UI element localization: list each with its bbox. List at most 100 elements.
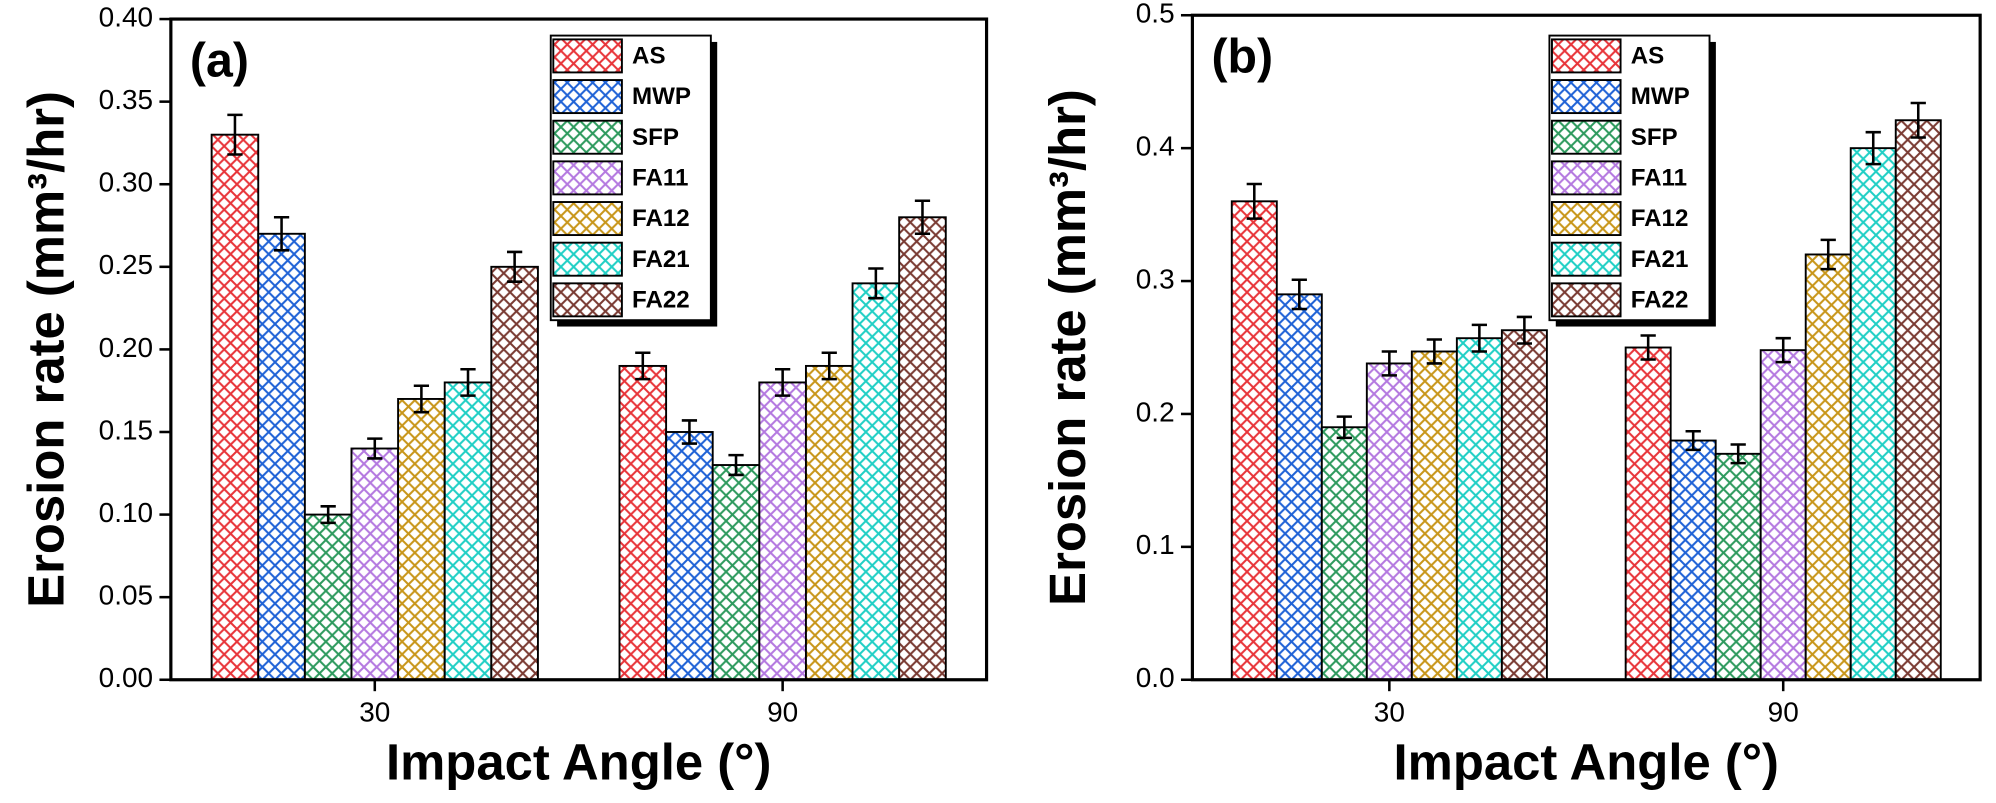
y-tick-label: 0.35 [99,84,153,115]
y-tick-label: 0.20 [99,332,153,363]
bar [1365,362,1413,681]
legend-label: AS [632,43,666,70]
error-bar [728,453,744,477]
legend-label: FA22 [1631,287,1689,314]
error-bar [460,367,476,397]
legend-label: FA21 [632,246,690,273]
legend-label: MWP [632,83,691,110]
legend-swatch [1551,241,1622,277]
legend-swatch [1551,282,1622,318]
y-tick-label: 0.25 [99,249,153,280]
error-bar [1426,338,1442,365]
bar [1230,200,1278,681]
x-axis-title: Impact Angle (°) [1394,734,1779,791]
error-bar [506,250,523,283]
bar [804,364,854,681]
bar [303,513,353,681]
legend-swatch [552,160,623,196]
y-tick-label: 0.1 [1136,529,1175,560]
y-tick-label: 0.5 [1136,0,1175,29]
legend-swatch [1551,79,1622,115]
error-bar [320,505,336,525]
y-tick-label: 0.10 [99,497,153,528]
legend-label: FA12 [632,205,690,232]
error-bar [1471,323,1487,353]
legend-label: FA22 [632,287,690,314]
bar [1410,350,1458,681]
x-axis-title: Impact Angle (°) [386,734,771,791]
error-bar [1910,101,1926,139]
bar [1894,119,1942,681]
legend-swatch [1551,201,1622,237]
error-bar [821,351,837,381]
legend-swatch [552,119,623,155]
panel-label: (b) [1211,29,1273,83]
bar [618,364,668,681]
x-tick-label: 90 [767,696,798,727]
legend-label: MWP [1631,83,1690,110]
bar [1849,147,1897,681]
legend-swatch [552,201,623,237]
y-tick-label: 0.2 [1136,396,1175,427]
error-bar [868,267,884,300]
legend-label: SFP [632,124,679,151]
x-tick-label: 30 [359,696,390,727]
y-tick-label: 0.4 [1136,131,1175,162]
legend-swatch [552,282,623,318]
bar [758,381,807,681]
x-tick-label: 90 [1768,696,1799,727]
error-bar [1291,278,1307,311]
bar [1624,346,1672,681]
y-tick-label: 0.15 [99,414,153,445]
y-axis-title: Erosion rate (mm³/hr) [1039,89,1096,606]
legend-swatch [1551,119,1622,155]
legend-label: FA21 [1631,246,1689,273]
bar [397,398,446,681]
bar [1759,349,1807,681]
bar [490,265,539,681]
error-bar [1516,315,1533,345]
legend-label: AS [1631,43,1665,70]
bar [1714,452,1762,681]
bar [851,282,901,681]
bar [898,216,947,681]
error-bar [413,384,430,414]
legend-swatch [1551,38,1622,74]
error-bar [367,437,383,460]
bar [210,133,260,681]
error-bar [775,367,791,397]
y-tick-label: 0.40 [99,1,153,32]
error-bar [1640,334,1656,361]
y-tick-label: 0.0 [1136,662,1175,693]
legend-label: FA12 [1631,205,1689,232]
bar [1275,293,1323,681]
legend-label: FA11 [632,165,688,192]
bar [665,431,714,681]
error-bar [1381,350,1397,377]
y-tick-label: 0.30 [99,167,153,198]
bar [350,447,400,681]
bar [1804,253,1852,681]
error-bar [914,199,931,236]
bar [711,464,761,681]
legend-swatch [552,38,623,74]
legend-label: SFP [1631,124,1678,151]
y-tick-label: 0.3 [1136,263,1175,294]
error-bar [273,215,290,252]
error-bar [1775,336,1791,364]
legend-swatch [552,241,623,277]
bar [1455,337,1503,681]
y-tick-label: 0.05 [99,580,153,611]
y-axis-title: Erosion rate (mm³/hr) [18,91,75,608]
error-bar [1336,415,1352,440]
error-bar [681,419,698,445]
bar [257,232,306,681]
error-bar [1685,429,1701,452]
legend-swatch [552,79,623,115]
error-bar [1246,182,1262,220]
legend-label: FA11 [1631,165,1687,192]
error-bar [1865,130,1881,166]
legend-swatch [1551,160,1622,196]
bar [1669,439,1717,681]
